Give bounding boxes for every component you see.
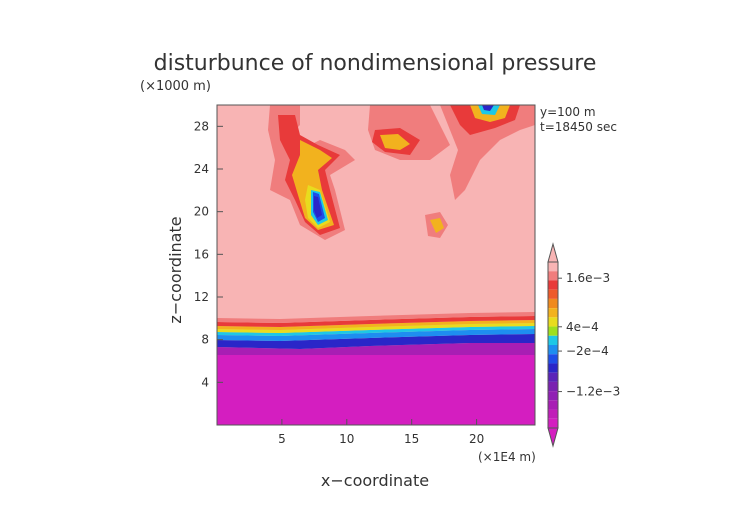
negative-layer [217,355,535,425]
plot-frame [216,104,536,426]
colorbar-swatch [548,280,558,290]
colorbar-label: −1.2e−3 [566,385,620,399]
colorbar-bottom-arrow [547,427,559,448]
colorbar-swatch [548,335,558,345]
info-y: y=100 m [540,105,596,119]
y-tick-label: 24 [194,162,209,176]
colorbar-swatch [548,326,558,336]
colorbar-swatch [548,381,558,392]
x-ticks: 5 10 15 20 [278,419,484,446]
x-tick-label: 10 [339,432,354,446]
x-tick-label: 15 [404,432,419,446]
band-blue [217,329,535,341]
info-t: t=18450 sec [540,120,617,134]
x-tick-label: 20 [469,432,484,446]
colorbar-top-arrow [547,242,559,263]
colorbar-frame [547,261,559,429]
plot-area: 5 10 15 20 4 8 12 16 20 24 28 [194,104,536,446]
colorbar-swatch [548,391,558,401]
band-cyan [217,326,535,336]
band-lightred [217,312,535,323]
band-orange [217,320,535,330]
colorbar-swatch [548,418,558,428]
colorbar-label: 4e−4 [566,320,599,334]
z-unit-note: (×1000 m) [140,79,211,94]
y-tick-label: 16 [194,247,209,261]
band-yellow [217,323,535,333]
y-tick-label: 28 [194,119,209,133]
colorbar-swatch [548,262,558,272]
plume-left-core [314,196,322,218]
band-purple-1 [217,343,535,355]
plume-right-small-orange [430,218,444,233]
colorbar-swatch [548,354,558,364]
y-ticks: 4 8 12 16 20 24 28 [194,119,223,389]
y-tick-label: 12 [194,290,209,304]
colorbar-swatch [548,298,558,309]
colorbar-label: −2e−4 [566,344,609,358]
colorbar-swatch [548,271,558,281]
band-red [217,316,535,327]
colorbar-swatch [548,317,558,327]
x-unit-note: (×1E4 m) [478,450,536,464]
x-tick-label: 5 [278,432,286,446]
colorbar-swatch [548,345,558,355]
colorbar-swatch [548,363,558,373]
band-darkblue [217,334,535,349]
colorbar: 1.6e−3 4e−4 −2e−4 −1.2e−3 [547,242,620,448]
x-axis-label: x−coordinate [321,471,429,490]
colorbar-label: 1.6e−3 [566,271,610,285]
top-blue [482,105,494,111]
y-tick-label: 4 [201,375,209,389]
chart-title: disturbunce of nondimensional pressure [154,51,597,76]
y-tick-label: 20 [194,205,209,219]
colorbar-swatch [548,308,558,318]
colorbar-swatch [548,372,558,382]
y-tick-label: 8 [201,333,209,347]
colorbar-swatch [548,400,558,410]
colorbar-swatch [548,409,558,419]
colorbar-swatch [548,289,558,299]
plume-center-orange [380,134,410,150]
y-axis-label: z−coordinate [166,216,185,323]
